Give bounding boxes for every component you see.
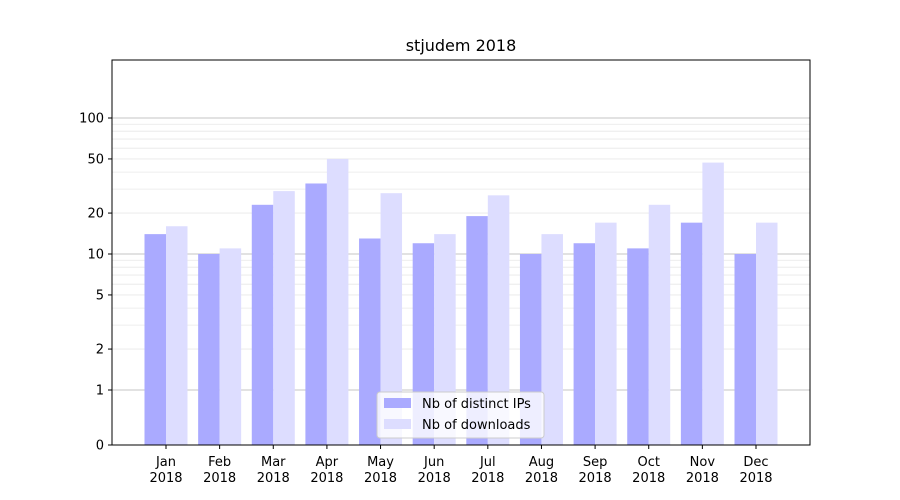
plot-frame (111, 59, 811, 446)
bar-downloads (273, 191, 295, 445)
x-tick-label-month: Apr (316, 455, 339, 470)
legend: Nb of distinct IPs Nb of downloads (376, 391, 545, 439)
x-tick-label-year: 2018 (310, 471, 343, 486)
x-tick-label-year: 2018 (739, 471, 772, 486)
x-tick-label-year: 2018 (418, 471, 451, 486)
x-tick-label-year: 2018 (632, 471, 665, 486)
bar-distinct-ips (251, 204, 274, 445)
x-tick-label-year: 2018 (257, 471, 290, 486)
bar-downloads (219, 248, 242, 445)
y-tick-label: 20 (87, 207, 104, 222)
x-tick-label-year: 2018 (686, 471, 719, 486)
bar-downloads (756, 222, 778, 445)
x-tick-label-month: Nov (690, 455, 716, 470)
bar-distinct-ips (198, 254, 220, 445)
x-tick-label-month: Jan (155, 455, 176, 470)
x-tick-label-month: Sep (583, 455, 608, 470)
x-tick-label-year: 2018 (149, 471, 182, 486)
bar-distinct-ips (573, 243, 596, 445)
x-tick-label-month: Mar (261, 455, 286, 470)
x-tick-label-month: May (367, 455, 394, 470)
bar-distinct-ips (466, 216, 488, 445)
bar-distinct-ips (680, 222, 703, 445)
legend-swatch-downloads (384, 419, 411, 429)
bar-downloads (541, 234, 563, 445)
legend-swatch-distinct-ips (384, 398, 411, 408)
bar-downloads (380, 193, 403, 445)
x-tick-label-month: Aug (529, 455, 554, 470)
x-tick-label-month: Oct (637, 455, 659, 470)
bar-distinct-ips (359, 238, 381, 445)
bar-distinct-ips (305, 183, 327, 445)
bar-distinct-ips (627, 248, 649, 445)
y-tick-label: 10 (87, 248, 104, 263)
legend-label-downloads: Nb of downloads (422, 418, 531, 433)
y-tick-label: 0 (96, 439, 104, 454)
y-tick-label: 2 (96, 343, 104, 358)
bar-downloads (487, 195, 510, 445)
x-tick-label-month: Jul (479, 455, 496, 470)
bar-downloads (648, 204, 671, 445)
y-tick-label: 1 (96, 384, 104, 399)
x-tick-label-month: Dec (743, 455, 768, 470)
bar-downloads (166, 226, 188, 445)
bar-downloads (326, 158, 349, 446)
bar-downloads (595, 222, 617, 445)
x-tick-label-year: 2018 (364, 471, 397, 486)
x-tick-label-month: Jun (423, 455, 444, 470)
y-tick-label: 5 (96, 288, 104, 303)
y-tick-label: 100 (79, 112, 104, 127)
x-tick-label-year: 2018 (471, 471, 504, 486)
legend-label-distinct-ips: Nb of distinct IPs (422, 397, 531, 412)
y-tick-label: 50 (87, 152, 104, 167)
x-axis: Jan2018Feb2018Mar2018Apr2018May2018Jun20… (149, 445, 773, 486)
x-tick-label-month: Feb (208, 455, 231, 470)
x-tick-label-year: 2018 (203, 471, 236, 486)
bar-distinct-ips (144, 234, 166, 445)
bar-downloads (702, 162, 724, 445)
x-tick-label-year: 2018 (579, 471, 612, 486)
chart-title: stjudem 2018 (406, 36, 517, 55)
x-tick-label-year: 2018 (525, 471, 558, 486)
y-axis: 0 1 2 5 10 20 50 100 (79, 112, 112, 454)
legend-box (376, 391, 545, 439)
bar-distinct-ips (734, 254, 756, 445)
